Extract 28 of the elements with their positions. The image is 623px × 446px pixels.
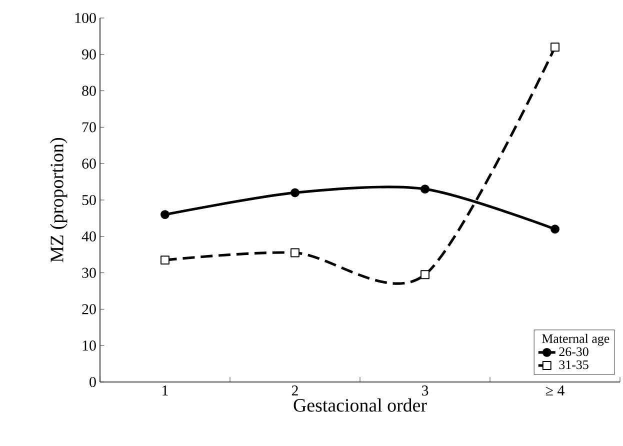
y-tick-label: 70 [82, 122, 96, 132]
y-tick-label: 10 [82, 340, 96, 351]
x-tick-label: 1 [162, 386, 168, 396]
point [420, 270, 430, 280]
legend-label: 26-30 [559, 347, 588, 356]
y-tick-label: 20 [82, 304, 96, 314]
y-tick-label: 30 [82, 268, 96, 278]
x-axis-title: Gestacional order [294, 398, 427, 412]
point [550, 42, 560, 52]
y-tick-label: 0 [90, 376, 96, 388]
y-tick-label: 100 [75, 12, 96, 24]
y-tick-label: 80 [82, 86, 96, 96]
y-axis-title: MZ (proportion) [50, 138, 68, 262]
point [160, 210, 170, 220]
y-tick-label: 60 [82, 158, 96, 169]
y-tick-label: 40 [82, 231, 96, 242]
point [160, 256, 170, 265]
y-tick-label: 50 [82, 194, 96, 206]
point [420, 184, 430, 194]
y-tick-label: 90 [82, 49, 96, 60]
legend-label: 31-35 [559, 360, 588, 370]
x-tick-label: 2 [292, 386, 298, 396]
point [290, 248, 300, 258]
x-tick-label: ≥ 4 [546, 386, 564, 396]
point [550, 224, 560, 234]
legend-title: Maternal age [542, 334, 610, 346]
point [290, 188, 300, 198]
x-tick-label: 3 [422, 386, 428, 396]
